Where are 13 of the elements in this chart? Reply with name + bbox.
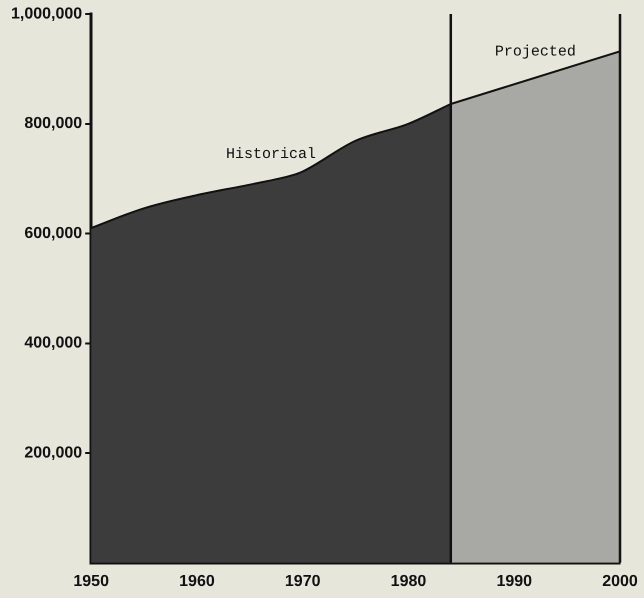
x-tick-label: 1970 xyxy=(284,572,321,590)
x-tick-label: 1960 xyxy=(179,572,215,590)
y-tick-label: 400,000 xyxy=(24,334,82,352)
y-tick-label: 600,000 xyxy=(24,224,82,242)
series-label: Historical xyxy=(226,146,316,163)
y-tick-label: 1,000,000 xyxy=(10,5,82,22)
x-tick-label: 1980 xyxy=(390,572,426,590)
series-label: Projected xyxy=(494,44,576,61)
x-tick-label: 1990 xyxy=(496,572,532,590)
x-tick-label: 2000 xyxy=(602,572,638,590)
x-tick-label: 1950 xyxy=(73,572,110,590)
y-tick-label: 200,000 xyxy=(24,444,82,462)
y-tick-label: 800,000 xyxy=(24,115,82,132)
